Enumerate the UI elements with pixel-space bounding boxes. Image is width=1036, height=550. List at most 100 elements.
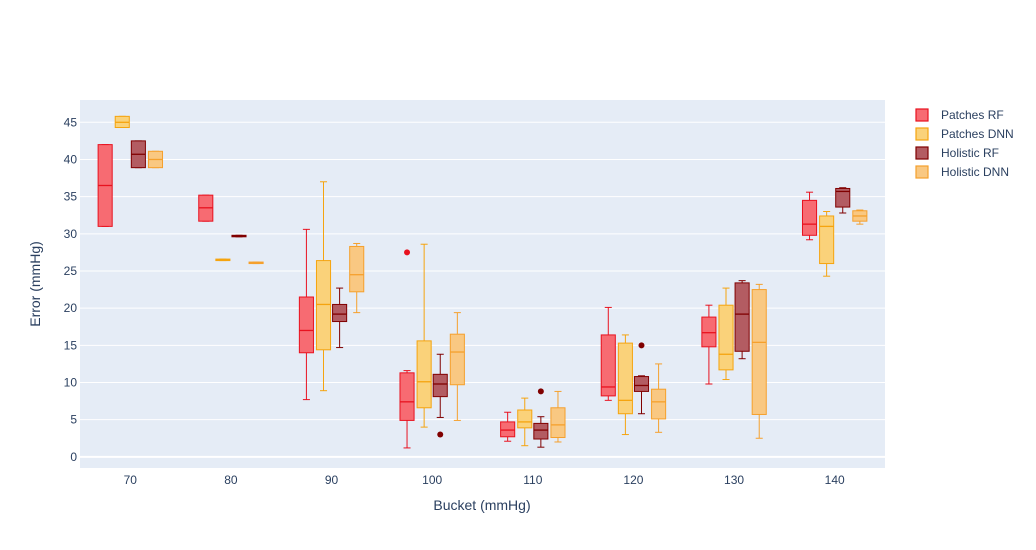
box-body <box>449 333 465 386</box>
box-body <box>600 334 616 397</box>
box-body <box>835 187 851 208</box>
box <box>801 191 818 241</box>
legend-label: Patches DNN <box>941 127 1014 141</box>
box-body <box>751 289 767 415</box>
legend-item[interactable]: Holistic RF <box>915 146 999 160</box>
box <box>600 306 616 401</box>
box <box>114 115 130 129</box>
box <box>432 353 448 438</box>
outlier-point <box>537 388 544 395</box>
box-body <box>517 409 533 429</box>
legend-swatch <box>915 108 929 122</box>
box-body <box>550 407 566 439</box>
outlier-point <box>404 249 411 256</box>
box-body <box>819 215 835 265</box>
box <box>701 304 717 385</box>
y-axis-ticks: 0 5 10 15 20 25 30 35 40 45 <box>64 115 78 464</box>
box <box>449 312 465 421</box>
x-tick-label: 110 <box>523 473 542 487</box>
y-tick-label: 30 <box>64 227 78 241</box>
box-body <box>298 296 314 354</box>
y-tick-label: 35 <box>64 190 78 204</box>
box <box>315 181 332 392</box>
box <box>734 280 750 360</box>
legend-item[interactable]: Holistic DNN <box>915 165 1009 179</box>
x-axis-title: Bucket (mmHg) <box>433 497 530 513</box>
x-tick-label: 130 <box>724 473 744 487</box>
box <box>349 242 365 314</box>
box <box>130 140 146 169</box>
box <box>835 187 851 214</box>
box-body <box>500 421 516 438</box>
box <box>751 283 767 439</box>
y-tick-label: 25 <box>64 264 78 278</box>
legend-swatch <box>915 165 929 179</box>
legend-swatch <box>915 146 929 160</box>
box-body <box>432 373 448 398</box>
box <box>550 390 566 443</box>
x-tick-label: 120 <box>623 473 643 487</box>
box <box>231 234 247 238</box>
x-tick-label: 90 <box>325 473 339 487</box>
legend[interactable]: Patches RF Patches DNN Holistic RF Holistic… <box>915 108 1014 179</box>
x-tick-label: 80 <box>224 473 238 487</box>
box-body <box>701 316 717 348</box>
box-body <box>416 340 432 409</box>
legend-swatch <box>915 127 929 141</box>
box <box>332 287 348 349</box>
series-patches-rf <box>97 144 818 449</box>
y-tick-label: 10 <box>64 376 78 390</box>
box-body <box>533 422 549 440</box>
box-traces <box>97 115 868 449</box>
y-tick-label: 15 <box>64 338 78 352</box>
legend-label: Patches RF <box>941 108 1004 122</box>
box <box>198 194 214 222</box>
legend-label: Holistic RF <box>941 146 999 160</box>
box <box>416 243 432 428</box>
box <box>819 211 835 277</box>
box <box>147 150 164 169</box>
y-axis-title: Error (mmHg) <box>27 241 43 327</box>
box-body <box>349 245 365 293</box>
plot-background <box>80 100 885 468</box>
box-body <box>399 372 415 421</box>
box-body <box>617 342 633 415</box>
box-body <box>332 303 348 323</box>
box-body <box>718 304 734 371</box>
outlier-point <box>638 342 645 349</box>
box <box>533 388 549 448</box>
x-axis-ticks: 70 80 90 100 110 120 130 140 <box>124 473 845 487</box>
box <box>399 249 415 449</box>
legend-label: Holistic DNN <box>941 165 1009 179</box>
box <box>852 209 868 225</box>
box <box>651 363 667 433</box>
box <box>633 342 650 415</box>
x-tick-label: 100 <box>422 473 442 487</box>
series-patches-dnn <box>114 115 835 447</box>
legend-item[interactable]: Patches DNN <box>915 127 1014 141</box>
box <box>298 228 314 401</box>
box <box>517 397 533 447</box>
series-holistic-rf <box>130 140 851 448</box>
outlier-point <box>437 431 444 438</box>
x-tick-label: 70 <box>124 473 138 487</box>
legend-item[interactable]: Patches RF <box>915 108 1004 122</box>
box-body <box>651 388 667 420</box>
y-tick-label: 5 <box>70 413 77 427</box>
box <box>500 411 516 442</box>
box-body <box>801 199 818 236</box>
box <box>97 144 113 227</box>
box <box>248 261 264 265</box>
box <box>215 258 231 262</box>
series-holistic-dnn <box>147 150 868 443</box>
y-tick-label: 40 <box>64 152 78 166</box>
box-body <box>315 260 332 351</box>
x-tick-label: 140 <box>825 473 845 487</box>
box <box>718 287 734 381</box>
y-gridlines <box>80 121 885 458</box>
box-body <box>734 282 750 352</box>
y-tick-label: 20 <box>64 301 78 315</box>
box-body <box>633 376 650 392</box>
box <box>617 334 633 436</box>
